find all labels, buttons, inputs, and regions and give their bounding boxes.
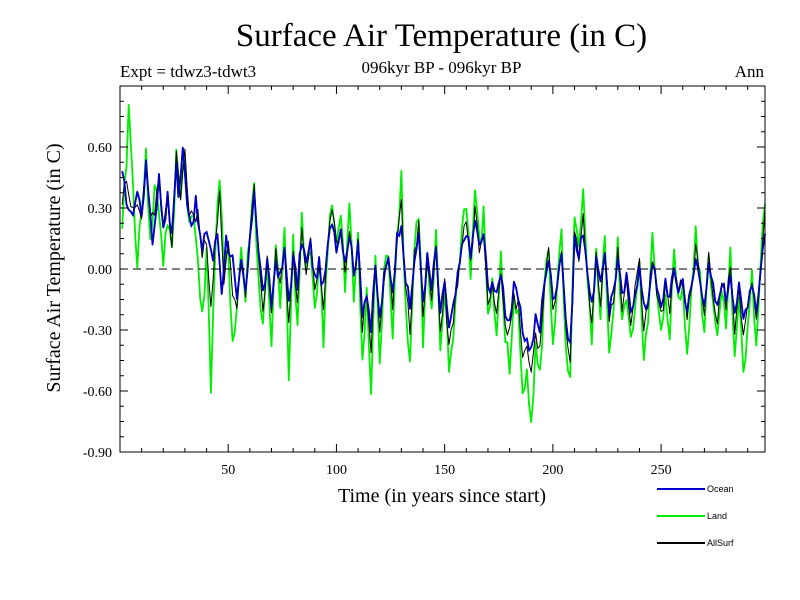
x-axis-label: Time (in years since start) [338, 485, 546, 507]
legend-label-ocean: Ocean [707, 484, 734, 494]
y-tick-label: -0.30 [83, 324, 112, 339]
season-label: Ann [734, 62, 764, 81]
y-axis-label: Surface Air Temperature (in C) [43, 143, 65, 392]
x-tick-label: 50 [221, 463, 235, 478]
legend-label-allsurf: AllSurf [707, 538, 734, 548]
series-line-ocean-overlay [121, 147, 766, 353]
axis-ticks [120, 85, 765, 453]
series-line-allsurf [121, 148, 766, 373]
legend: Ocean Land AllSurf [657, 484, 734, 548]
tick-labels: -0.90 -0.60 -0.30 0.00 0.30 0.60 50 100 150 200 25… [83, 141, 672, 478]
y-tick-label: 0.00 [88, 263, 113, 278]
y-tick-label: -0.90 [83, 446, 112, 461]
x-tick-label: 100 [326, 463, 347, 478]
y-tick-label: -0.60 [83, 385, 112, 400]
x-tick-label: 150 [434, 463, 455, 478]
series-layer [121, 103, 766, 423]
chart-title: Surface Air Temperature (in C) [235, 18, 648, 54]
x-tick-label: 200 [542, 463, 563, 478]
y-tick-label: 0.60 [88, 141, 113, 156]
experiment-label: Expt = tdwz3-tdwt3 [120, 62, 257, 81]
legend-label-land: Land [707, 511, 727, 521]
y-tick-label: 0.30 [88, 202, 113, 217]
period-subtitle: 096kyr BP - 096kyr BP [361, 58, 522, 77]
series-line-land [121, 103, 766, 423]
x-tick-label: 250 [651, 463, 672, 478]
